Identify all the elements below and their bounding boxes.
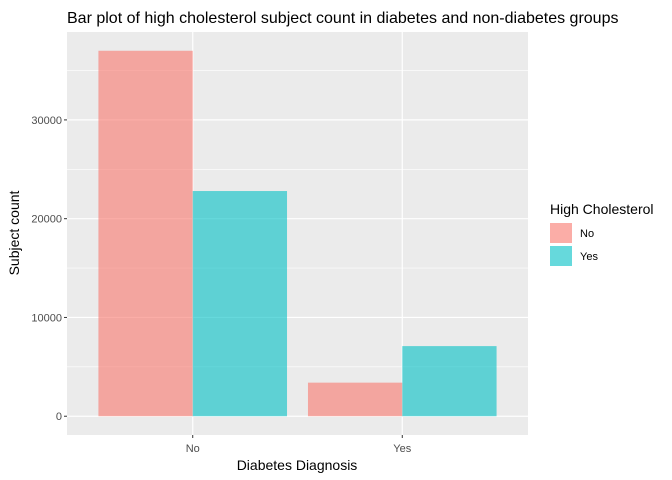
bar [192,191,288,417]
x-axis-label: Diabetes Diagnosis [237,457,358,473]
y-tick-label: 10000 [31,312,62,324]
legend-label: Yes [580,251,598,263]
bar [402,346,497,417]
legend-label: No [580,228,594,240]
y-tick-label: 30000 [31,115,62,127]
legend-key [550,246,572,266]
legend-key [550,223,572,243]
chart-title: Bar plot of high cholesterol subject cou… [67,10,618,27]
legend-title: High Cholesterol [550,201,654,217]
legend: High Cholesterol No Yes [550,201,654,266]
y-tick-label: 0 [56,411,62,423]
bar [98,50,193,417]
bars [98,50,497,417]
bar [307,382,403,417]
y-tick-label: 20000 [31,214,62,226]
y-axis-label: Subject count [6,190,22,275]
y-axis-ticks: 0 10000 20000 30000 [31,115,67,423]
x-tick-label: No [186,443,200,455]
x-axis-ticks: No Yes [186,435,412,455]
x-tick-label: Yes [393,443,411,455]
legend-items: No Yes [550,223,598,266]
